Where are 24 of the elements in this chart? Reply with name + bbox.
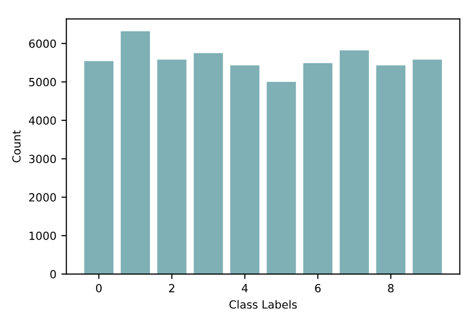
bar <box>303 63 332 274</box>
y-tick-label: 0 <box>50 270 56 278</box>
x-tick-label: 0 <box>96 284 102 292</box>
y-tick-label: 2000 <box>29 193 56 202</box>
y-tick-label: 4000 <box>28 116 56 125</box>
bar <box>84 61 114 274</box>
x-tick-label: 6 <box>315 284 321 292</box>
y-tick-label: 3000 <box>29 154 56 164</box>
bar <box>376 65 406 274</box>
bar <box>412 60 442 274</box>
y-tick-label: 1000 <box>30 232 56 240</box>
bar <box>120 31 150 274</box>
y-tick-label: 6000 <box>29 39 56 48</box>
y-axis-title: Count <box>12 130 21 162</box>
x-axis-title: Class Labels <box>229 300 297 309</box>
y-tick-label: 5000 <box>29 78 56 86</box>
bar <box>266 82 296 274</box>
bar <box>157 60 186 274</box>
bar <box>230 65 260 274</box>
bar <box>194 53 223 274</box>
bar <box>340 50 369 274</box>
x-tick-label: 2 <box>169 284 174 292</box>
x-tick-label: 4 <box>242 284 248 292</box>
x-tick-label: 8 <box>388 284 394 292</box>
